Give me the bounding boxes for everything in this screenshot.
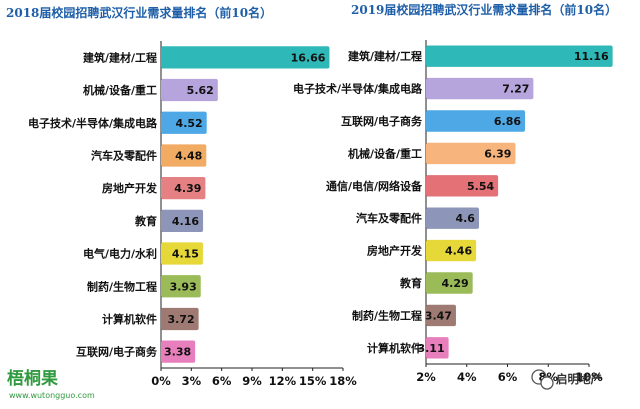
- category-label: 电气/电力/水利: [83, 247, 157, 261]
- data-label: 4.29: [442, 277, 469, 290]
- category-label: 教育: [134, 214, 157, 228]
- bar: [161, 78, 218, 102]
- bar: [161, 144, 207, 167]
- bar: [426, 45, 613, 67]
- bar: [161, 242, 203, 265]
- chart-title-2019: 2019届校园招聘武汉行业需求量排名（前10名）: [351, 2, 617, 17]
- data-label: 4.39: [174, 182, 201, 195]
- category-label: 计算机软件: [367, 341, 422, 355]
- bar: [161, 340, 196, 363]
- x-tick-label: 2%: [416, 370, 436, 384]
- bar: [426, 142, 516, 165]
- data-label: 7.27: [502, 83, 529, 96]
- category-label: 计算机软件: [102, 312, 157, 326]
- bar: [161, 209, 204, 232]
- category-label: 建筑/建材/工程: [348, 49, 422, 63]
- bar: [161, 307, 199, 331]
- chart-2018: 16.66 建筑/建材/工程 5.62 机械/设备/重工 4.52 电子技术/半导体/集成…: [28, 41, 357, 388]
- logo-url: www.wutongguo.com: [9, 391, 95, 400]
- category-label: 机械/设备/重工: [348, 146, 422, 160]
- chart-title-2018: 2018届校园招聘武汉行业需求量排名（前10名）: [6, 5, 272, 20]
- data-label: 5.54: [467, 180, 494, 193]
- watermark-text: 启明地产: [556, 372, 602, 386]
- data-label: 6.86: [494, 115, 521, 128]
- category-label: 电子技术/半导体/集成电路: [28, 116, 158, 130]
- bar: [161, 111, 207, 134]
- category-label: 教育: [399, 276, 422, 290]
- category-label: 房地产开发: [102, 181, 158, 195]
- data-label: 4.15: [172, 248, 199, 261]
- x-tick-label: 4%: [457, 370, 477, 384]
- bar: [426, 239, 477, 262]
- data-label: 3.38: [164, 346, 191, 359]
- category-label: 汽车及零配件: [91, 148, 157, 162]
- x-tick-label: 18%: [329, 374, 357, 388]
- x-tick-label: 6%: [212, 374, 232, 388]
- bar: [426, 110, 526, 132]
- watermark: 启明地产: [531, 369, 602, 390]
- category-label: 制药/生物工程: [352, 308, 422, 322]
- bar: [161, 177, 206, 200]
- data-label: 4.6: [455, 212, 475, 225]
- category-label: 机械/设备/重工: [83, 83, 157, 97]
- bar: [426, 175, 499, 197]
- x-tick-label: 15%: [299, 374, 327, 388]
- bar: [161, 46, 330, 69]
- logo-text: 梧桐果: [7, 368, 58, 389]
- logo: 梧桐果 www.wutongguo.com: [7, 368, 95, 400]
- x-tick-label: 6%: [498, 370, 518, 384]
- category-label: 电子技术/半导体/集成电路: [293, 82, 423, 96]
- x-tick-label: 12%: [269, 374, 297, 388]
- wechat-icon: [531, 369, 554, 390]
- category-label: 制药/生物工程: [87, 279, 157, 293]
- bar: [426, 272, 473, 294]
- data-label: 3.93: [170, 280, 197, 293]
- bar: [426, 337, 449, 359]
- data-label: 4.52: [176, 117, 203, 130]
- x-tick-label: 9%: [242, 374, 262, 388]
- category-label: 互联网/电子商务: [76, 345, 158, 359]
- category-label: 通信/电信/网络设备: [326, 179, 423, 193]
- category-label: 房地产开发: [367, 244, 423, 258]
- data-label: 6.39: [484, 147, 511, 160]
- chart-2019: 11.16 建筑/建材/工程 7.27 电子技术/半导体/集成电路 6.86 互联网/电子…: [293, 40, 613, 384]
- data-label: 4.48: [175, 149, 202, 162]
- data-label: 4.16: [172, 215, 199, 228]
- x-tick-label: 0%: [151, 374, 171, 388]
- x-tick-label: 3%: [182, 374, 202, 388]
- bar: [426, 207, 479, 229]
- data-label: 16.66: [291, 51, 326, 64]
- x-tick-label: 10%: [575, 370, 603, 384]
- data-label: 3.72: [167, 313, 194, 326]
- category-label: 建筑/建材/工程: [83, 50, 157, 64]
- category-label: 汽车及零配件: [356, 211, 422, 225]
- data-label: 5.62: [187, 84, 214, 97]
- bar: [426, 304, 456, 327]
- category-label: 互联网/电子商务: [341, 114, 423, 128]
- bar: [426, 77, 534, 100]
- data-label: 3.11: [417, 342, 444, 355]
- data-label: 3.47: [425, 309, 452, 322]
- data-label: 11.16: [574, 50, 609, 63]
- data-label: 4.46: [445, 245, 472, 258]
- bar: [161, 275, 201, 298]
